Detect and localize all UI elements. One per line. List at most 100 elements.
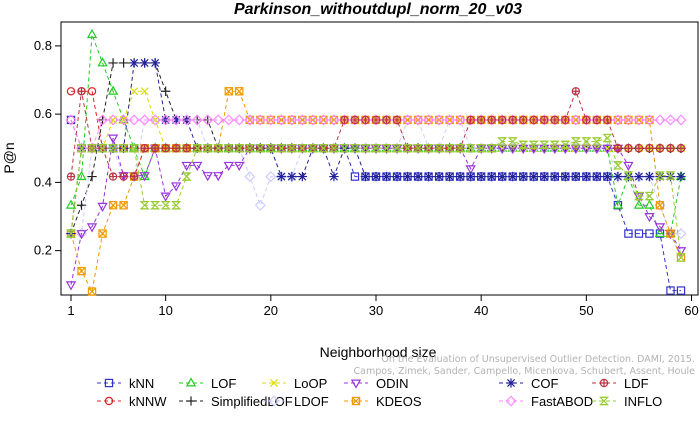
- series-ldf-point: [466, 115, 475, 125]
- series-cof-point: [150, 58, 160, 68]
- legend-item-loop-label: LoOP: [294, 376, 327, 391]
- series-odin-point: [76, 230, 87, 240]
- series-knnw-point: [87, 87, 97, 96]
- series-cof-point: [329, 171, 339, 182]
- series-fastabod-point: [149, 114, 161, 126]
- x-tick-label: 60: [684, 303, 698, 318]
- series-kdeos-point: [87, 287, 97, 296]
- series-inflo-point: [665, 171, 676, 180]
- series-inflo-point: [497, 137, 508, 146]
- y-axis: 0.2 0.4 0.6 0.8: [34, 38, 61, 258]
- series-inflo-point: [644, 191, 655, 201]
- x-axis-label: Neighborhood size: [320, 344, 437, 360]
- series-kdeos-point: [655, 201, 665, 210]
- series-inflo-point: [623, 171, 634, 180]
- series-fastabod-point: [75, 142, 88, 154]
- series-inflo-point: [339, 144, 350, 153]
- series-inflo-point: [150, 201, 161, 210]
- series-simplifiedlof-point: [160, 86, 171, 96]
- series-fastabod-point: [233, 114, 245, 126]
- series-odin-point: [665, 230, 676, 240]
- series-odin-point: [644, 213, 655, 223]
- y-tick-label: 0.8: [34, 38, 52, 53]
- series-cof-point: [487, 171, 497, 182]
- series-ldf-point: [519, 115, 528, 125]
- legend-item-cof-marker: [506, 378, 516, 388]
- series-cof-point: [602, 171, 613, 182]
- series-fastabod-point: [675, 114, 687, 126]
- series-inflo-point: [97, 144, 108, 153]
- legend-item-ldf: LDF: [592, 376, 649, 391]
- series-inflo-line: [70, 137, 682, 258]
- series-loop-line: [70, 90, 681, 234]
- series-inflo-point: [255, 144, 266, 153]
- legend-item-odin: ODIN: [344, 376, 409, 391]
- series-inflo-point: [633, 191, 644, 201]
- series-cof-point: [129, 58, 139, 68]
- series-ldf-point: [655, 144, 665, 153]
- series-cof-point: [623, 171, 634, 182]
- series-odin-line: [70, 137, 682, 285]
- series-cof-point: [171, 115, 181, 125]
- series-fastabod-point: [643, 114, 655, 126]
- series-ldf-point: [161, 144, 170, 153]
- series-odin-point: [370, 144, 382, 154]
- series-fastabod-point: [286, 114, 298, 126]
- series-inflo-point: [307, 144, 318, 153]
- series-cof-point: [655, 171, 665, 182]
- series-cof-point: [644, 171, 655, 182]
- series-knn-point: [624, 229, 633, 238]
- series-inflo-point: [244, 144, 255, 153]
- series-ldf-point: [77, 87, 86, 96]
- series-fastabod-point: [328, 114, 340, 126]
- series-lof-point: [665, 227, 676, 238]
- series-inflo-point: [139, 201, 150, 210]
- series-lof-point: [65, 199, 77, 209]
- series-odin-point: [97, 202, 108, 213]
- series-inflo-point: [234, 144, 245, 153]
- legend-item-fastabod: FastABOD: [499, 394, 593, 409]
- series-ldf-point: [108, 172, 118, 181]
- series-odin-point: [654, 223, 666, 233]
- series-fastabod-point: [128, 114, 140, 126]
- series-odin-point: [86, 223, 98, 233]
- series-ldf-point: [476, 115, 486, 125]
- series-cof-point: [276, 171, 287, 182]
- series-ldf-point: [582, 115, 591, 125]
- series-ldf-point: [592, 115, 602, 125]
- series-ldf-point: [382, 115, 391, 125]
- series-odin-point: [139, 172, 150, 182]
- series-lof-line: [70, 34, 682, 235]
- series-inflo-point: [423, 144, 434, 153]
- series-odin-point: [107, 134, 119, 144]
- x-tick-label: 30: [369, 303, 383, 318]
- legend-item-kdeos-label: KDEOS: [376, 394, 422, 409]
- series-kdeos-point: [108, 201, 118, 210]
- series-odin-point: [476, 144, 487, 154]
- series-knn-point: [676, 286, 686, 295]
- series-cof-point: [613, 171, 623, 182]
- series-inflo-point: [202, 144, 213, 153]
- y-tick-label: 0.6: [34, 106, 52, 121]
- series-fastabod-point: [223, 114, 235, 126]
- series-fastabod-point: [423, 114, 435, 126]
- legend-item-ldof: LDOF: [262, 394, 329, 409]
- series-fastabod-point: [202, 114, 214, 126]
- series-cof-point: [592, 171, 602, 182]
- legend-item-knnw-marker: [104, 396, 114, 406]
- series-ldof-point: [465, 142, 477, 154]
- series-lof-point: [97, 57, 108, 67]
- series-fastabod-point: [212, 114, 224, 126]
- legend-item-lof: LOF: [179, 376, 236, 391]
- series-cof-point: [465, 171, 476, 182]
- series-inflo-point: [192, 144, 203, 153]
- series-ldf-point: [182, 144, 191, 153]
- x-tick-label: 10: [158, 303, 172, 318]
- series-ldf-point: [666, 144, 675, 153]
- series-kdeos-point: [235, 87, 244, 96]
- legend-item-knn: kNN: [97, 376, 154, 391]
- series-cof-point: [581, 171, 592, 182]
- series-simplifiedlof-point: [87, 171, 97, 182]
- legend-item-cof-label: COF: [531, 376, 559, 391]
- series-ldf-point: [140, 144, 149, 153]
